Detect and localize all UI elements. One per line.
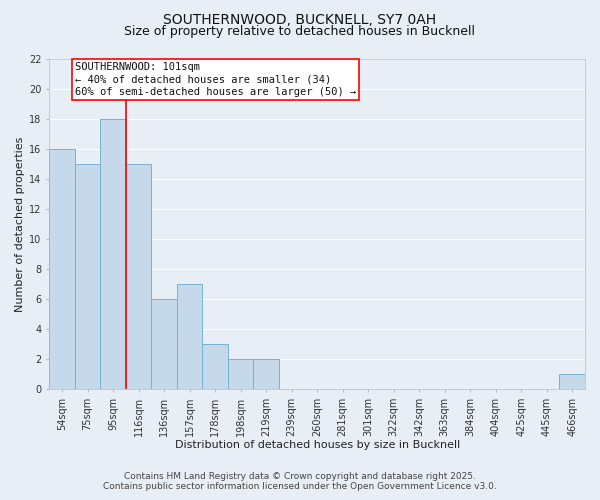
Bar: [253, 359, 279, 389]
Bar: [202, 344, 228, 389]
Bar: [228, 359, 253, 389]
Text: Contains HM Land Registry data © Crown copyright and database right 2025.: Contains HM Land Registry data © Crown c…: [124, 472, 476, 481]
Bar: [559, 374, 585, 389]
Bar: [75, 164, 100, 389]
Bar: [126, 164, 151, 389]
Bar: [177, 284, 202, 389]
Bar: [100, 119, 126, 389]
Text: Contains public sector information licensed under the Open Government Licence v3: Contains public sector information licen…: [103, 482, 497, 491]
Text: SOUTHERNWOOD, BUCKNELL, SY7 0AH: SOUTHERNWOOD, BUCKNELL, SY7 0AH: [163, 12, 437, 26]
X-axis label: Distribution of detached houses by size in Bucknell: Distribution of detached houses by size …: [175, 440, 460, 450]
Y-axis label: Number of detached properties: Number of detached properties: [15, 136, 25, 312]
Text: Size of property relative to detached houses in Bucknell: Size of property relative to detached ho…: [125, 25, 476, 38]
Bar: [151, 299, 177, 389]
Bar: [49, 149, 75, 389]
Text: SOUTHERNWOOD: 101sqm
← 40% of detached houses are smaller (34)
60% of semi-detac: SOUTHERNWOOD: 101sqm ← 40% of detached h…: [75, 62, 356, 97]
